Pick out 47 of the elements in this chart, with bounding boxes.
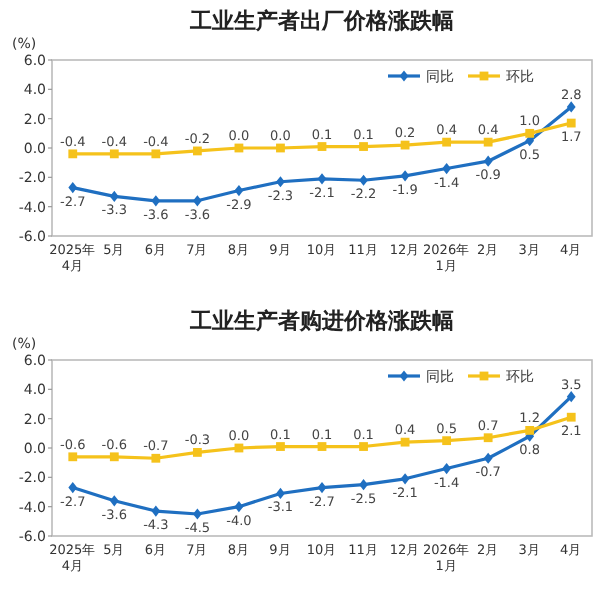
point (483, 433, 493, 443)
point (151, 195, 161, 207)
point (525, 426, 535, 435)
point (566, 101, 576, 113)
chart-title: 工业生产者出厂价格涨跌幅 (188, 8, 454, 34)
point (525, 128, 535, 138)
point (359, 142, 368, 151)
point (483, 137, 493, 147)
point (566, 118, 576, 128)
point (151, 505, 161, 517)
point (400, 170, 410, 182)
point (276, 176, 285, 188)
point (192, 146, 202, 156)
point (151, 453, 161, 463)
point (317, 173, 327, 185)
point (317, 142, 327, 151)
point (68, 149, 78, 159)
point (317, 482, 327, 494)
point (359, 442, 368, 451)
point (68, 452, 78, 462)
point (442, 162, 452, 175)
point (151, 149, 161, 159)
point (400, 473, 410, 485)
point (68, 482, 78, 494)
point (192, 195, 202, 207)
point (317, 442, 327, 451)
point (566, 412, 576, 422)
point (483, 452, 493, 464)
point (109, 495, 119, 507)
point (483, 155, 493, 167)
point (359, 174, 368, 186)
point (442, 137, 452, 147)
point (276, 143, 285, 153)
point (276, 442, 285, 451)
point (234, 184, 244, 197)
point (359, 479, 368, 491)
point (109, 149, 119, 159)
point (192, 448, 202, 457)
point (400, 437, 410, 447)
point (68, 182, 78, 194)
point (234, 501, 244, 513)
point (109, 190, 119, 202)
point (109, 452, 119, 462)
point (442, 436, 452, 446)
point (566, 391, 576, 403)
point (442, 462, 452, 475)
chart-title: 工业生产者购进价格涨跌幅 (188, 308, 454, 334)
